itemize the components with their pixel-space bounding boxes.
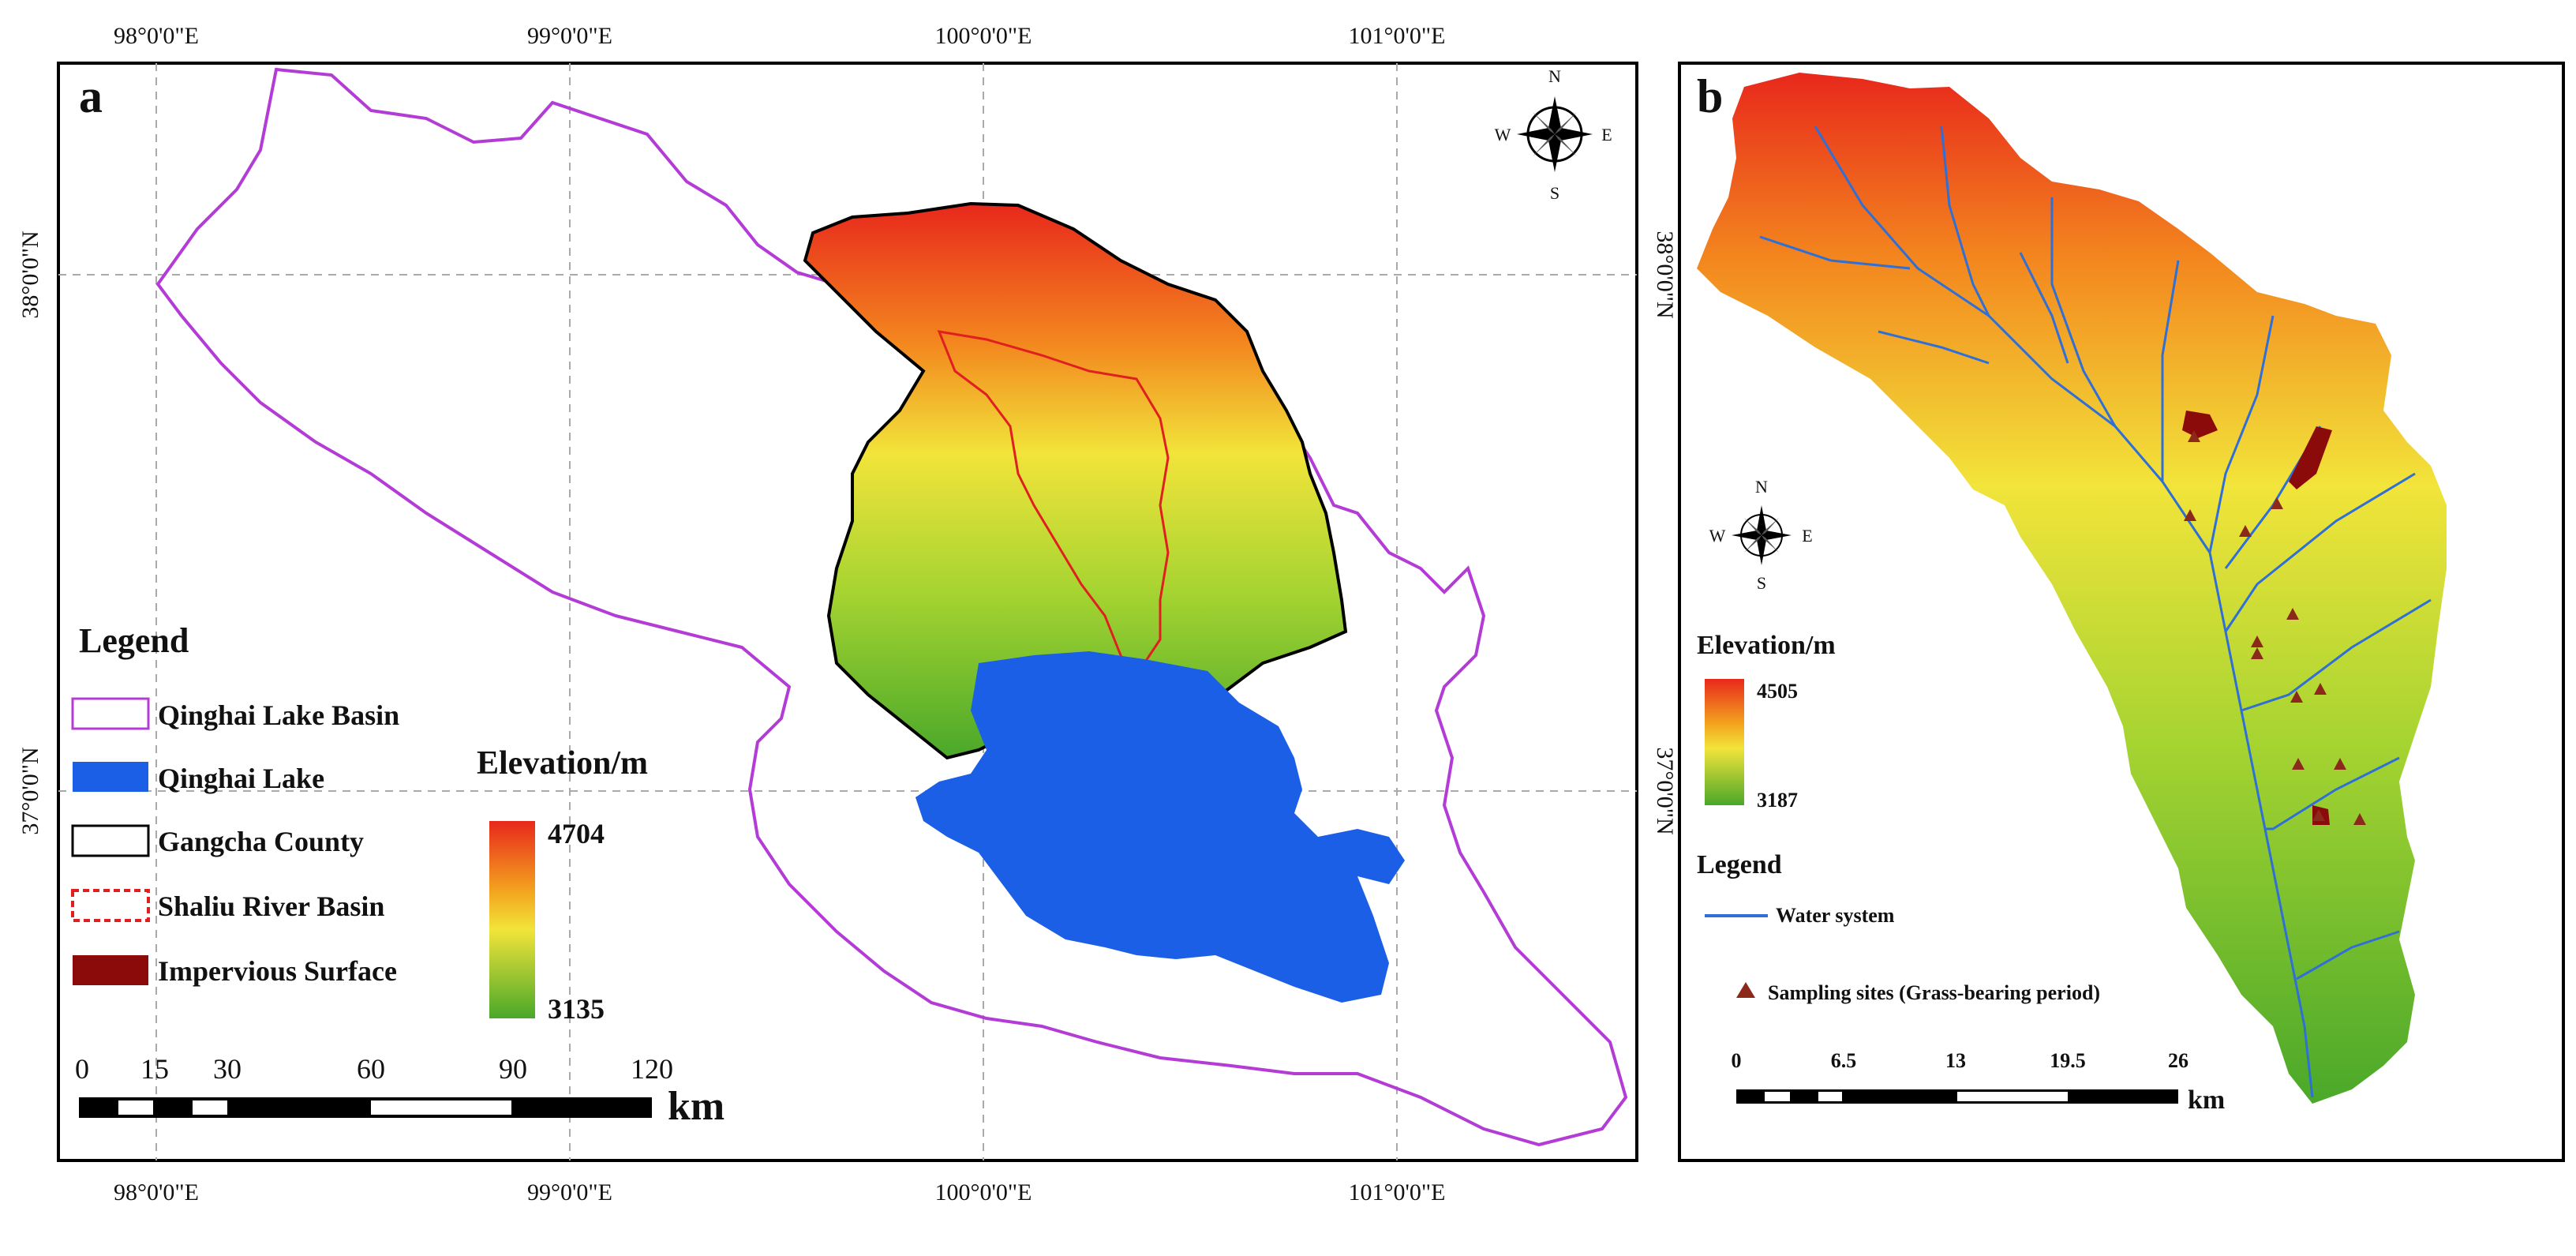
legend-title-b: Legend [1697, 850, 1782, 879]
qinghai-lake-basin-outline [155, 67, 1628, 1147]
bottom-lon-label: 100°0'0"E [935, 1179, 1032, 1205]
sampling-sites [2184, 430, 2366, 825]
legend-label-sampling: Sampling sites (Grass-bearing period) [1768, 981, 2100, 1004]
scale-unit-a: km [668, 1084, 724, 1129]
compass-w: W [1495, 125, 1511, 144]
elevation-max-a: 4704 [548, 818, 605, 849]
legend-swatch-basin [71, 697, 150, 730]
compass-n: N [1548, 66, 1561, 86]
impervious-patch [2182, 411, 2218, 438]
elevation-ramp-b [1705, 679, 1744, 805]
legend-label-impervious: Impervious Surface [158, 955, 397, 987]
sampling-site [2251, 635, 2263, 647]
elevation-ramp-a [489, 821, 535, 1018]
legend-label-shaliu: Shaliu River Basin [158, 890, 384, 922]
qinghai-lake [915, 651, 1405, 1003]
scale-unit-b: km [2188, 1085, 2225, 1115]
right-lat-label: 37°0'0"N [1652, 747, 1678, 834]
elevation-title-a: Elevation/m [477, 745, 648, 782]
scale-tick-a: 15 [140, 1053, 169, 1085]
panel-a: 98°0'0"E 99°0'0"E 100°0'0"E 101°0'0"E 98… [17, 23, 1678, 1205]
legend-swatch-lake [73, 762, 148, 792]
legend-a: Legend Qinghai Lake Basin Qinghai Lake G… [71, 621, 399, 987]
sampling-site [2312, 809, 2325, 821]
elevation-max-b: 4505 [1757, 680, 1798, 703]
compass-rose-icon [1732, 505, 1792, 565]
elevation-min-b: 3187 [1757, 789, 1798, 812]
panel-b: b [1678, 62, 2565, 1162]
scale-bar-b [1736, 1089, 2178, 1104]
compass-s: S [1757, 573, 1766, 593]
legend-label-lake: Qinghai Lake [158, 763, 324, 794]
top-lon-label: 99°0'0"E [527, 23, 612, 49]
scale-tick-b: 0 [1732, 1049, 1742, 1072]
sampling-site [2334, 758, 2346, 770]
compass-e: E [1802, 526, 1812, 546]
left-lat-label: 37°0'0"N [17, 747, 43, 834]
top-lon-label: 101°0'0"E [1349, 23, 1446, 49]
legend-label-basin: Qinghai Lake Basin [158, 699, 399, 731]
scale-tick-a: 30 [213, 1053, 242, 1085]
sampling-site [2271, 497, 2283, 509]
legend-label-water: Water system [1776, 904, 1895, 927]
bottom-lon-label: 101°0'0"E [1349, 1179, 1446, 1205]
compass-rose-icon [1517, 96, 1593, 172]
bottom-lon-label: 98°0'0"E [114, 1179, 199, 1205]
legend-swatch-sampling [1736, 982, 1755, 998]
sampling-site [2290, 691, 2303, 703]
top-lon-label: 100°0'0"E [935, 23, 1032, 49]
sampling-site [2184, 509, 2196, 521]
water-system [1759, 126, 2432, 1098]
sampling-site [2286, 608, 2299, 620]
scale-tick-b: 19.5 [2050, 1049, 2086, 1072]
compass-n: N [1755, 477, 1768, 497]
scale-tick-a: 60 [357, 1053, 385, 1085]
legend-swatch-shaliu [71, 889, 150, 922]
legend-title: Legend [79, 621, 189, 660]
top-lon-label: 98°0'0"E [114, 23, 199, 49]
scale-tick-a: 0 [75, 1053, 89, 1085]
legend-swatch-county [71, 824, 150, 857]
elevation-min-a: 3135 [548, 993, 605, 1025]
elevation-title-b: Elevation/m [1697, 631, 1836, 660]
compass-e: E [1601, 125, 1612, 144]
impervious-patch [2289, 426, 2332, 489]
scale-tick-b: 6.5 [1831, 1049, 1857, 1072]
legend-swatch-impervious [73, 955, 148, 985]
shaliu-dem [1697, 73, 2447, 1104]
sampling-site [2314, 683, 2327, 695]
sampling-site [2353, 813, 2366, 825]
compass-s: S [1550, 183, 1559, 203]
scale-tick-a: 90 [499, 1053, 527, 1085]
sampling-site [2239, 525, 2252, 537]
bottom-lon-label: 99°0'0"E [527, 1179, 612, 1205]
left-lat-label: 38°0'0"N [17, 231, 43, 318]
scale-tick-b: 26 [2168, 1049, 2188, 1072]
sampling-site [2188, 430, 2200, 442]
compass-w: W [1709, 526, 1726, 546]
scale-tick-b: 13 [1945, 1049, 1966, 1072]
sampling-site [2292, 758, 2305, 770]
panel-a-letter: a [79, 70, 103, 122]
sampling-site [2251, 647, 2263, 659]
right-lat-label: 38°0'0"N [1652, 231, 1678, 318]
scale-tick-a: 120 [631, 1053, 673, 1085]
panel-b-letter: b [1697, 70, 1723, 122]
legend-label-county: Gangcha County [158, 826, 364, 857]
scale-bar-a [79, 1097, 652, 1118]
